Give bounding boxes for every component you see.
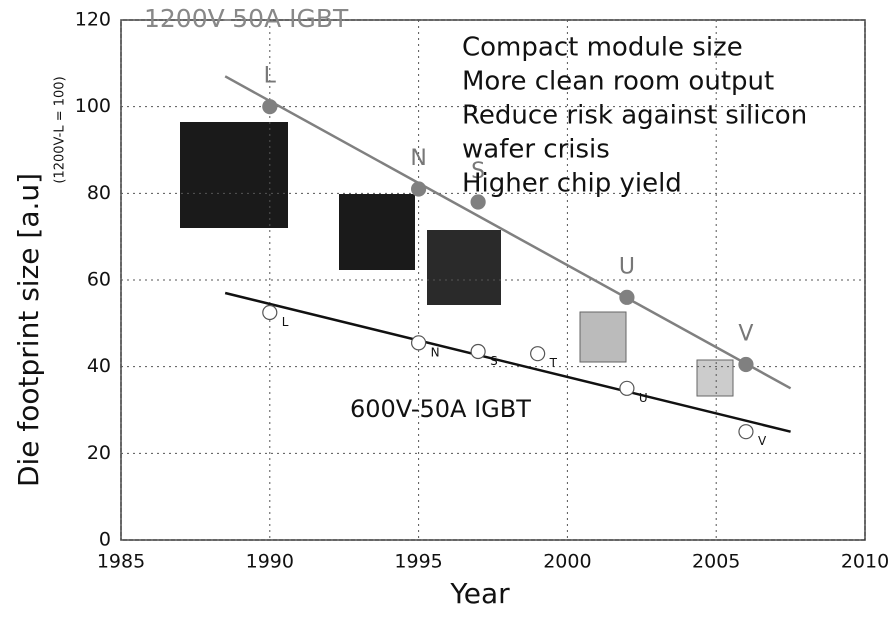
- x-tick-label: 1990: [246, 551, 294, 573]
- point-label: N: [410, 146, 426, 171]
- point-label: N: [431, 345, 440, 359]
- data-point: [471, 345, 485, 359]
- x-axis-label: Year: [449, 577, 510, 610]
- data-point: [739, 358, 753, 372]
- y-tick-label: 60: [87, 269, 111, 291]
- y-tick-label: 20: [87, 442, 111, 464]
- y-tick-label: 100: [75, 95, 111, 117]
- data-point: [412, 182, 426, 196]
- y-axis-sublabel: (1200V-L = 100): [53, 76, 68, 183]
- data-point: [620, 381, 634, 395]
- annotation: Compact module size: [462, 33, 743, 63]
- data-point: [531, 347, 545, 361]
- y-axis-label: Die footprint size [a.u]: [12, 173, 45, 487]
- point-label: V: [738, 322, 753, 347]
- point-label: V: [758, 434, 767, 448]
- point-label: L: [282, 315, 289, 329]
- x-tick-label: 2005: [692, 551, 740, 573]
- x-tick-label: 2010: [841, 551, 889, 573]
- y-tick-label: 40: [87, 355, 111, 377]
- annotation: More clean room output: [462, 67, 774, 97]
- chart: Year Die footprint size [a.u] (1200V-L =…: [0, 0, 896, 614]
- annotation: Reduce risk against silicon: [462, 101, 807, 131]
- data-point: [263, 306, 277, 320]
- annotation: wafer crisis: [462, 135, 610, 165]
- point-label: U: [619, 254, 635, 279]
- series-name: 600V-50A IGBT: [350, 395, 531, 423]
- chip-images: [180, 122, 733, 396]
- data-point: [263, 100, 277, 114]
- point-label: L: [264, 64, 277, 89]
- x-tick-label: 2000: [543, 551, 591, 573]
- point-label: T: [549, 356, 558, 370]
- data-point: [620, 290, 634, 304]
- x-tick-label: 1985: [97, 551, 145, 573]
- annotation: Higher chip yield: [462, 169, 682, 199]
- y-tick-label: 0: [99, 529, 111, 551]
- y-tick-label: 80: [87, 182, 111, 204]
- x-tick-label: 1995: [394, 551, 442, 573]
- data-point: [739, 425, 753, 439]
- y-tick-label: 120: [75, 9, 111, 31]
- point-label: U: [639, 391, 648, 405]
- data-point: [412, 336, 426, 350]
- series-name: 1200V-50A IGBT: [144, 4, 349, 33]
- point-label: S: [490, 354, 498, 368]
